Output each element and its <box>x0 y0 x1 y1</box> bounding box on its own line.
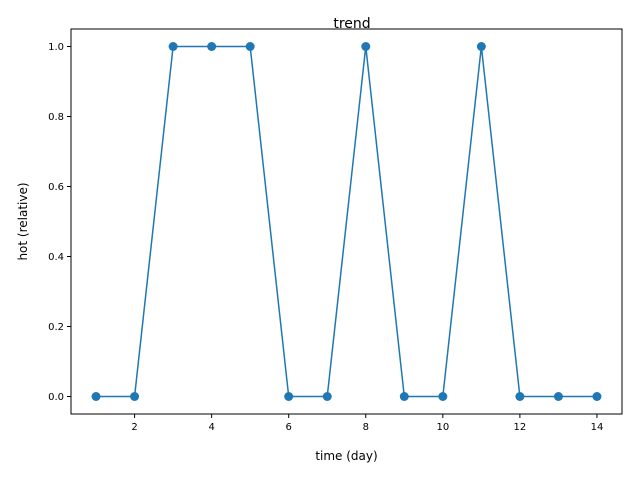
y-tick-label: 1.0 <box>48 42 64 53</box>
y-axis: 0.0 0.2 0.4 0.6 0.8 1.0 <box>48 42 71 403</box>
data-point <box>91 392 101 401</box>
data-point <box>322 392 332 401</box>
data-point <box>476 42 486 51</box>
y-tick-label: 0.2 <box>48 322 64 333</box>
data-point <box>284 392 294 401</box>
series-line <box>96 45 597 398</box>
y-axis-label: hot (relative) <box>16 182 30 260</box>
x-tick-label: 4 <box>208 422 214 433</box>
x-axis: 2 4 6 8 10 12 14 <box>131 414 603 433</box>
x-tick-label: 6 <box>286 422 292 433</box>
x-tick-label: 10 <box>436 422 449 433</box>
plot-area: 2 4 6 8 10 12 14 0.0 0.2 0.4 0.6 0.8 1.0 <box>48 28 623 433</box>
data-point <box>168 42 178 51</box>
x-tick-label: 2 <box>131 422 137 433</box>
chart-title: trend <box>333 16 370 32</box>
x-axis-label: time (day) <box>315 449 377 463</box>
y-tick-label: 0.4 <box>48 252 64 263</box>
data-point <box>515 392 525 401</box>
y-tick-label: 0.0 <box>48 392 64 403</box>
data-point <box>399 392 409 401</box>
x-tick-label: 12 <box>514 422 527 433</box>
data-point <box>361 42 371 51</box>
y-tick-label: 0.6 <box>48 182 64 193</box>
data-point <box>130 392 140 401</box>
data-point <box>245 42 255 51</box>
data-point <box>592 392 602 401</box>
series-layer <box>91 42 602 401</box>
x-tick-label: 8 <box>363 422 369 433</box>
data-point <box>438 392 448 401</box>
data-point <box>207 42 217 51</box>
plot-frame <box>70 28 623 415</box>
x-tick-label: 14 <box>591 422 604 433</box>
y-tick-label: 0.8 <box>48 112 64 123</box>
data-point <box>553 392 563 401</box>
